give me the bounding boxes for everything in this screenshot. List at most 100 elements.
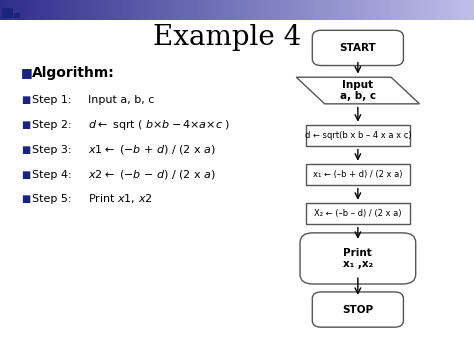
Bar: [327, 0, 329, 20]
Bar: [396, 0, 398, 20]
Bar: [28, 0, 31, 20]
Text: ■: ■: [21, 170, 31, 180]
Bar: [5, 0, 7, 20]
Bar: [216, 0, 218, 20]
Bar: [263, 0, 265, 20]
Bar: [178, 0, 180, 20]
Bar: [443, 0, 446, 20]
Bar: [133, 0, 135, 20]
Bar: [76, 0, 78, 20]
Bar: [277, 0, 280, 20]
Bar: [401, 0, 403, 20]
Bar: [254, 0, 256, 20]
Bar: [78, 0, 81, 20]
Bar: [287, 0, 289, 20]
Bar: [83, 0, 85, 20]
Text: $x1\leftarrow$ ($-b$ + $d$) / (2 x $a$): $x1\leftarrow$ ($-b$ + $d$) / (2 x $a$): [88, 143, 216, 156]
Bar: [348, 0, 351, 20]
Bar: [360, 0, 363, 20]
Bar: [237, 0, 239, 20]
Bar: [339, 0, 341, 20]
Bar: [17, 0, 19, 20]
Bar: [367, 0, 370, 20]
Bar: [424, 0, 427, 20]
Bar: [462, 0, 465, 20]
Text: ■: ■: [21, 66, 33, 79]
Bar: [422, 0, 424, 20]
Bar: [382, 0, 384, 20]
Bar: [410, 0, 412, 20]
Bar: [130, 0, 133, 20]
Bar: [303, 0, 306, 20]
Bar: [225, 0, 228, 20]
Bar: [211, 0, 213, 20]
Bar: [386, 0, 389, 20]
Bar: [289, 0, 292, 20]
Bar: [334, 0, 337, 20]
Text: ■: ■: [21, 145, 31, 155]
Bar: [26, 0, 28, 20]
Bar: [187, 0, 190, 20]
Text: ■: ■: [21, 194, 31, 204]
Text: START: START: [339, 43, 376, 53]
Text: Step 5:: Step 5:: [32, 194, 72, 204]
Bar: [185, 0, 187, 20]
Bar: [389, 0, 391, 20]
Bar: [408, 0, 410, 20]
Bar: [102, 0, 104, 20]
Text: Print
x₁ ,x₂: Print x₁ ,x₂: [343, 248, 373, 269]
Bar: [239, 0, 242, 20]
Bar: [441, 0, 443, 20]
FancyBboxPatch shape: [306, 125, 410, 146]
Bar: [223, 0, 225, 20]
Bar: [275, 0, 277, 20]
Bar: [73, 0, 76, 20]
Bar: [246, 0, 249, 20]
Bar: [370, 0, 372, 20]
Bar: [45, 0, 47, 20]
Text: Input a, b, c: Input a, b, c: [88, 95, 154, 105]
Text: Algorithm:: Algorithm:: [32, 66, 115, 80]
Bar: [280, 0, 282, 20]
Bar: [249, 0, 251, 20]
Bar: [66, 0, 69, 20]
Bar: [284, 0, 287, 20]
Bar: [40, 0, 43, 20]
Bar: [372, 0, 374, 20]
Bar: [457, 0, 460, 20]
Bar: [379, 0, 382, 20]
Bar: [64, 0, 66, 20]
Bar: [346, 0, 348, 20]
Bar: [173, 0, 175, 20]
Bar: [292, 0, 294, 20]
Bar: [109, 0, 111, 20]
Bar: [92, 0, 95, 20]
Bar: [90, 0, 92, 20]
Bar: [33, 0, 36, 20]
Bar: [337, 0, 339, 20]
Bar: [111, 0, 114, 20]
Bar: [197, 0, 199, 20]
Bar: [242, 0, 244, 20]
Bar: [405, 0, 408, 20]
Bar: [52, 0, 55, 20]
Bar: [95, 0, 97, 20]
Bar: [341, 0, 344, 20]
Bar: [137, 0, 140, 20]
Bar: [190, 0, 192, 20]
Bar: [149, 0, 152, 20]
Bar: [218, 0, 220, 20]
Bar: [403, 0, 405, 20]
Bar: [315, 0, 318, 20]
Bar: [182, 0, 185, 20]
Bar: [206, 0, 209, 20]
Bar: [332, 0, 334, 20]
Bar: [313, 0, 315, 20]
Bar: [71, 0, 73, 20]
Bar: [220, 0, 223, 20]
Bar: [166, 0, 168, 20]
Bar: [472, 0, 474, 20]
Bar: [36, 0, 38, 20]
Bar: [194, 0, 197, 20]
Bar: [467, 0, 469, 20]
